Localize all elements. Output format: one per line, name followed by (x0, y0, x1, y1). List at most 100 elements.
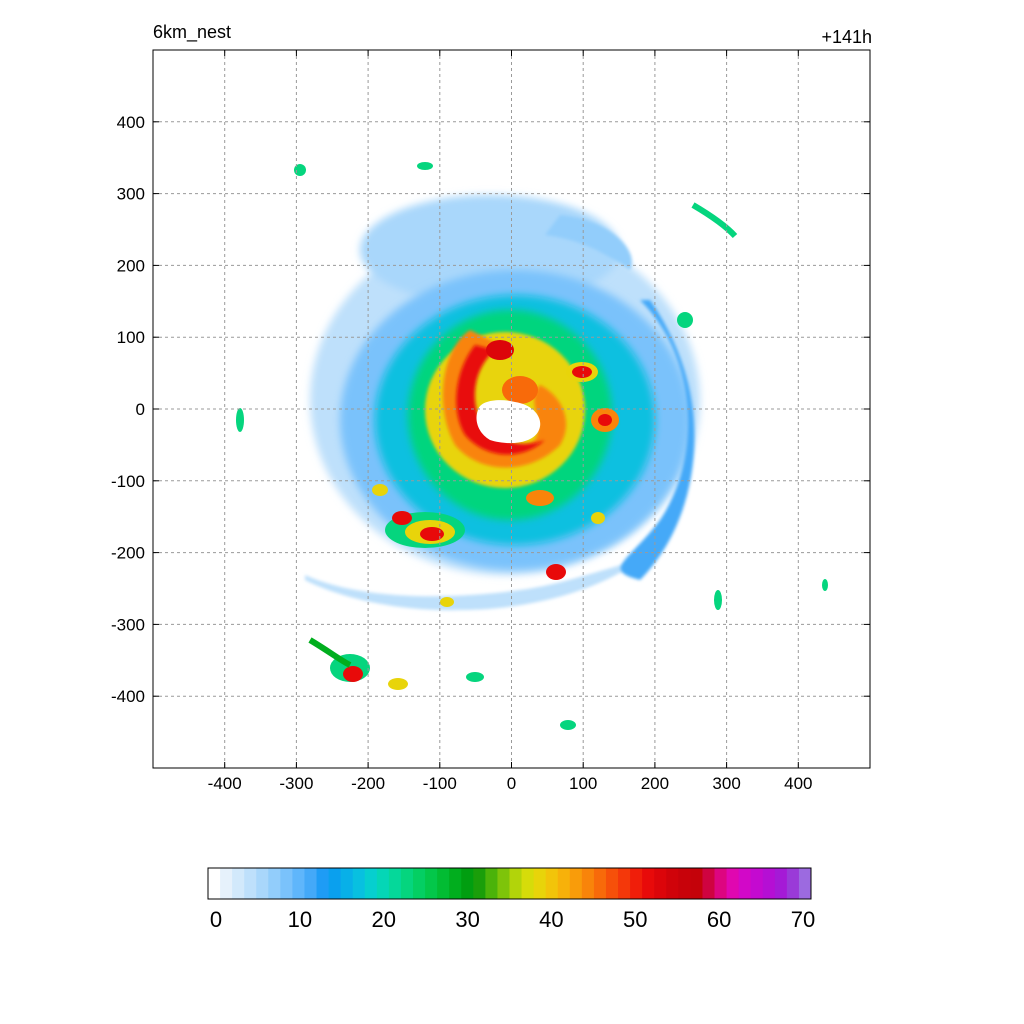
colorbar-swatch (618, 868, 631, 899)
chart-title-right: +141h (821, 27, 872, 47)
colorbar-ticks: 0 10 20 30 40 50 60 70 (210, 907, 815, 932)
s-outer-band (308, 637, 352, 668)
y-tick-label: 100 (117, 328, 145, 347)
colorbar-swatch (208, 868, 221, 899)
colorbar-tick-label: 40 (539, 907, 563, 932)
colorbar-frame (207, 867, 812, 900)
colorbar-swatch (473, 868, 486, 899)
colorbar-swatch (388, 868, 402, 899)
colorbar-swatch (750, 868, 764, 899)
colorbar-swatch (497, 868, 510, 899)
colorbar-tick-label: 10 (288, 907, 312, 932)
colorbar-swatch (449, 868, 462, 899)
colorbar-swatch (400, 868, 414, 899)
colorbar-swatch (798, 868, 812, 899)
colorbar-swatch (304, 868, 318, 899)
colorbar-swatch (376, 868, 390, 899)
colorbar-swatch (461, 868, 474, 899)
chart-title-left: 6km_nest (153, 22, 232, 42)
y-tick-label: 200 (117, 256, 145, 275)
y-tick-label: 0 (136, 400, 145, 419)
x-tick-label: -400 (208, 774, 242, 793)
colorbar-tick-label: 70 (791, 907, 815, 932)
colorbar-swatch (786, 868, 800, 899)
colorbar-tick-label: 20 (371, 907, 395, 932)
eye (476, 400, 541, 444)
cell-e1-core (598, 414, 612, 426)
ne-cell-out (677, 312, 693, 328)
cell-ne1-core (572, 366, 592, 378)
x-axis: -400 -300 -200 -100 0 100 200 300 400 (208, 50, 812, 793)
x-tick-label: 300 (712, 774, 740, 793)
sw-cell3 (372, 484, 388, 496)
colorbar-swatch (220, 868, 233, 899)
colorbar-tick-label: 30 (455, 907, 479, 932)
x-tick-label: 400 (784, 774, 812, 793)
colorbar-swatch (340, 868, 354, 899)
red-cell-north (486, 340, 514, 360)
colorbar-swatch (690, 868, 703, 899)
colorbar-swatch (605, 868, 619, 899)
ne-outer-band (691, 202, 738, 239)
colorbar-swatch (352, 868, 366, 899)
colorbar-swatch (328, 868, 342, 899)
colorbar-swatch (678, 868, 691, 899)
y-axis: 400 300 200 100 0 -100 -200 -300 -400 (111, 113, 870, 706)
colorbar-swatch (726, 868, 740, 899)
colorbar-swatch (642, 868, 655, 899)
nw-cell (294, 164, 306, 176)
x-tick-label: -200 (351, 774, 385, 793)
colorbar-swatch (557, 868, 571, 899)
colorbar-swatch (364, 868, 378, 899)
colorbar-swatch (232, 868, 245, 899)
colorbar-swatch (569, 868, 583, 899)
y-tick-label: -400 (111, 687, 145, 706)
colorbar-swatch (714, 868, 728, 899)
colorbar-swatch (738, 868, 752, 899)
far-s-cell3 (440, 597, 454, 607)
w-cell (236, 408, 244, 432)
colorbar-swatch (485, 868, 498, 899)
colorbar-swatch (316, 868, 330, 899)
colorbar-tick-label: 60 (707, 907, 731, 932)
colorbar-swatch (292, 868, 305, 899)
e-far-cell (822, 579, 828, 591)
colorbar (207, 867, 812, 900)
n-cell (417, 162, 433, 170)
colorbar-swatch (762, 868, 776, 899)
colorbar-swatch (509, 868, 523, 899)
colorbar-swatch (630, 868, 643, 899)
colorbar-swatch (654, 868, 667, 899)
y-tick-label: -100 (111, 472, 145, 491)
colorbar-swatch (593, 868, 607, 899)
colorbar-swatch (256, 868, 269, 899)
y-tick-label: 300 (117, 185, 145, 204)
x-tick-label: 200 (641, 774, 669, 793)
colorbar-swatch (545, 868, 559, 899)
colorbar-swatch (413, 868, 426, 899)
colorbar-swatch (425, 868, 438, 899)
south-band (305, 560, 640, 611)
y-tick-label: -200 (111, 544, 145, 563)
colorbar-swatch (774, 868, 788, 899)
y-tick-label: -300 (111, 615, 145, 634)
colorbar-tick-label: 0 (210, 907, 222, 932)
far-s-cell2 (388, 678, 408, 690)
s-cell3 (591, 512, 605, 524)
orange-core-inner (502, 376, 538, 404)
x-tick-label: -100 (423, 774, 457, 793)
ne-band (545, 215, 632, 270)
x-tick-label: -300 (279, 774, 313, 793)
far-s-cell1-core (343, 666, 363, 682)
colorbar-swatch (268, 868, 281, 899)
sw-band-red (420, 527, 444, 541)
s-far-cell (560, 720, 576, 730)
s-cell2 (546, 564, 566, 580)
x-tick-label: 0 (507, 774, 516, 793)
sw-cell2 (392, 511, 412, 525)
y-tick-label: 400 (117, 113, 145, 132)
colorbar-swatch (521, 868, 535, 899)
s-cell1 (526, 490, 554, 506)
x-tick-label: 100 (569, 774, 597, 793)
